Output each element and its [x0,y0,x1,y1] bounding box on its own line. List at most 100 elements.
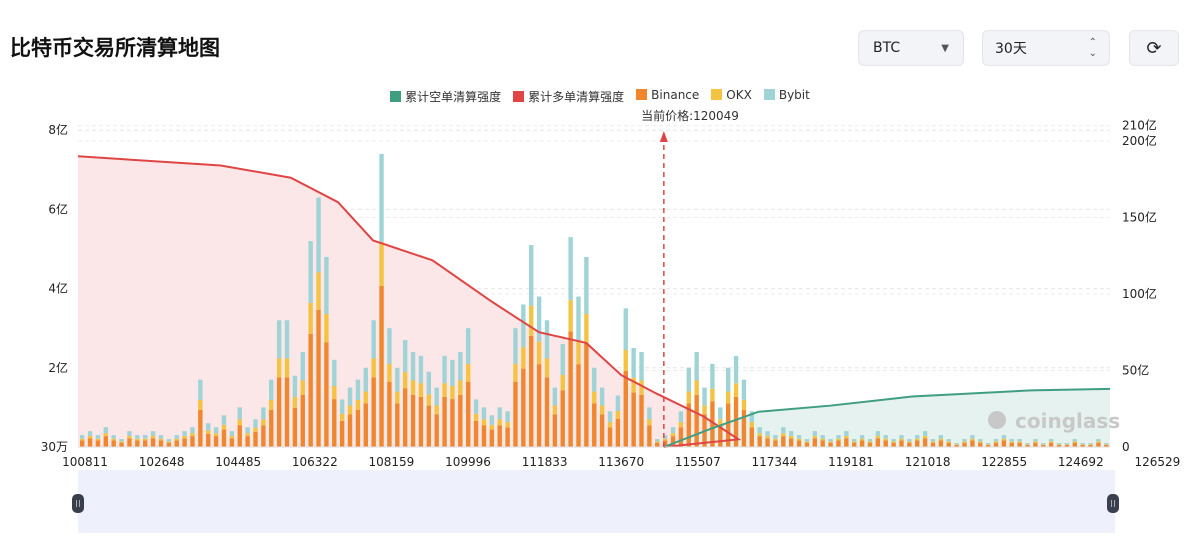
zoom-slider-left-handle[interactable] [72,494,84,513]
bar-binance [174,440,179,447]
legend-item-okx[interactable]: OKX [711,88,752,105]
bar-okx [1056,444,1062,445]
bar-binance [292,407,298,447]
bar-bybit [324,256,329,314]
bar-okx [938,438,944,441]
bar-binance [599,414,605,447]
bar-bybit [245,427,250,434]
bar-bybit [938,435,944,439]
bar-okx [213,433,219,437]
bar-binance [379,285,384,447]
bar-bybit [899,435,904,439]
bar-binance [418,396,424,447]
bar-okx [150,435,156,439]
bar-binance [647,425,652,447]
bar-binance [859,440,865,447]
coin-select[interactable]: BTC ▼ [858,30,964,66]
bar-bybit [796,435,802,439]
bar-binance [1048,442,1054,447]
bar-okx [915,438,920,441]
bar-okx [852,441,857,443]
bar-binance [946,442,951,447]
x-tick: 119181 [828,455,874,469]
x-tick: 124692 [1058,455,1104,469]
bar-bybit [607,411,613,423]
bar-binance [276,377,282,447]
bar-binance [1041,444,1046,447]
legend-item-binance[interactable]: Binance [636,88,699,105]
bar-okx [497,419,502,426]
bar-binance [789,438,794,447]
bar-bybit [773,435,778,439]
bar-bybit [631,348,636,378]
bar-bybit [733,355,739,384]
bar-bybit [111,435,116,439]
legend-item-short[interactable]: 累计空单清算强度 [390,88,501,105]
bar-bybit [1072,439,1077,442]
bar-bybit [363,367,368,392]
bar-okx [221,424,227,430]
bar-bybit [434,387,439,406]
bar-okx [883,438,888,441]
bar-okx [702,405,707,415]
bar-bybit [379,153,384,242]
bar-okx [718,419,723,426]
bar-bybit [489,415,495,425]
refresh-button[interactable]: ⟳ [1129,30,1179,66]
bar-binance [820,440,825,447]
range-select[interactable]: 30天 ⌃ ⌄ [982,30,1110,66]
bar-binance [308,333,313,447]
bar-okx [859,438,865,441]
bar-okx [749,422,754,428]
bar-bybit [560,344,565,375]
bar-binance [458,394,463,447]
bar-binance [529,335,534,447]
bar-okx [111,438,116,441]
bar-bybit [576,296,581,342]
bar-binance [907,442,912,447]
bar-bybit [119,439,124,442]
bar-binance [395,403,400,447]
bar-binance [497,425,502,447]
bar-bybit [859,435,865,439]
bar-binance [269,409,274,447]
bar-okx [284,358,290,378]
legend-item-long[interactable]: 累计多单清算强度 [513,88,624,105]
bar-bybit [410,351,416,381]
bar-bybit [95,435,101,439]
bar-bybit [623,308,628,350]
bar-okx [402,372,408,389]
bar-binance [773,440,778,447]
legend-item-bybit[interactable]: Bybit [763,88,810,105]
y-left-tick: 30万 [41,440,68,454]
bar-bybit [190,427,195,434]
bar-okx [253,427,258,432]
bar-binance [702,414,707,447]
bar-okx [363,391,368,404]
y-right-tick: 0 [1122,440,1130,454]
bar-bybit [418,355,424,384]
bar-bybit [962,439,967,442]
bar-binance [1064,444,1070,447]
bar-okx [804,441,810,443]
zoom-slider-right-handle[interactable] [1107,494,1119,513]
bar-bybit [1033,439,1038,442]
bar-okx [182,435,187,439]
y-left-tick: 6亿 [48,201,68,216]
bar-okx [355,399,361,410]
bar-okx [269,399,274,410]
bar-bybit [592,367,597,392]
bar-okx [529,305,534,336]
bar-bybit [1080,443,1085,445]
bar-okx [1104,444,1109,445]
x-tick: 100811 [62,455,108,469]
bar-bybit [781,427,786,434]
bar-bybit [135,435,140,439]
bar-bybit [387,328,392,364]
bar-okx [1048,441,1054,443]
bar-okx [103,433,109,437]
bar-bybit [867,439,873,442]
bar-binance [237,425,242,447]
bar-binance [363,403,368,447]
bar-binance [576,364,581,447]
